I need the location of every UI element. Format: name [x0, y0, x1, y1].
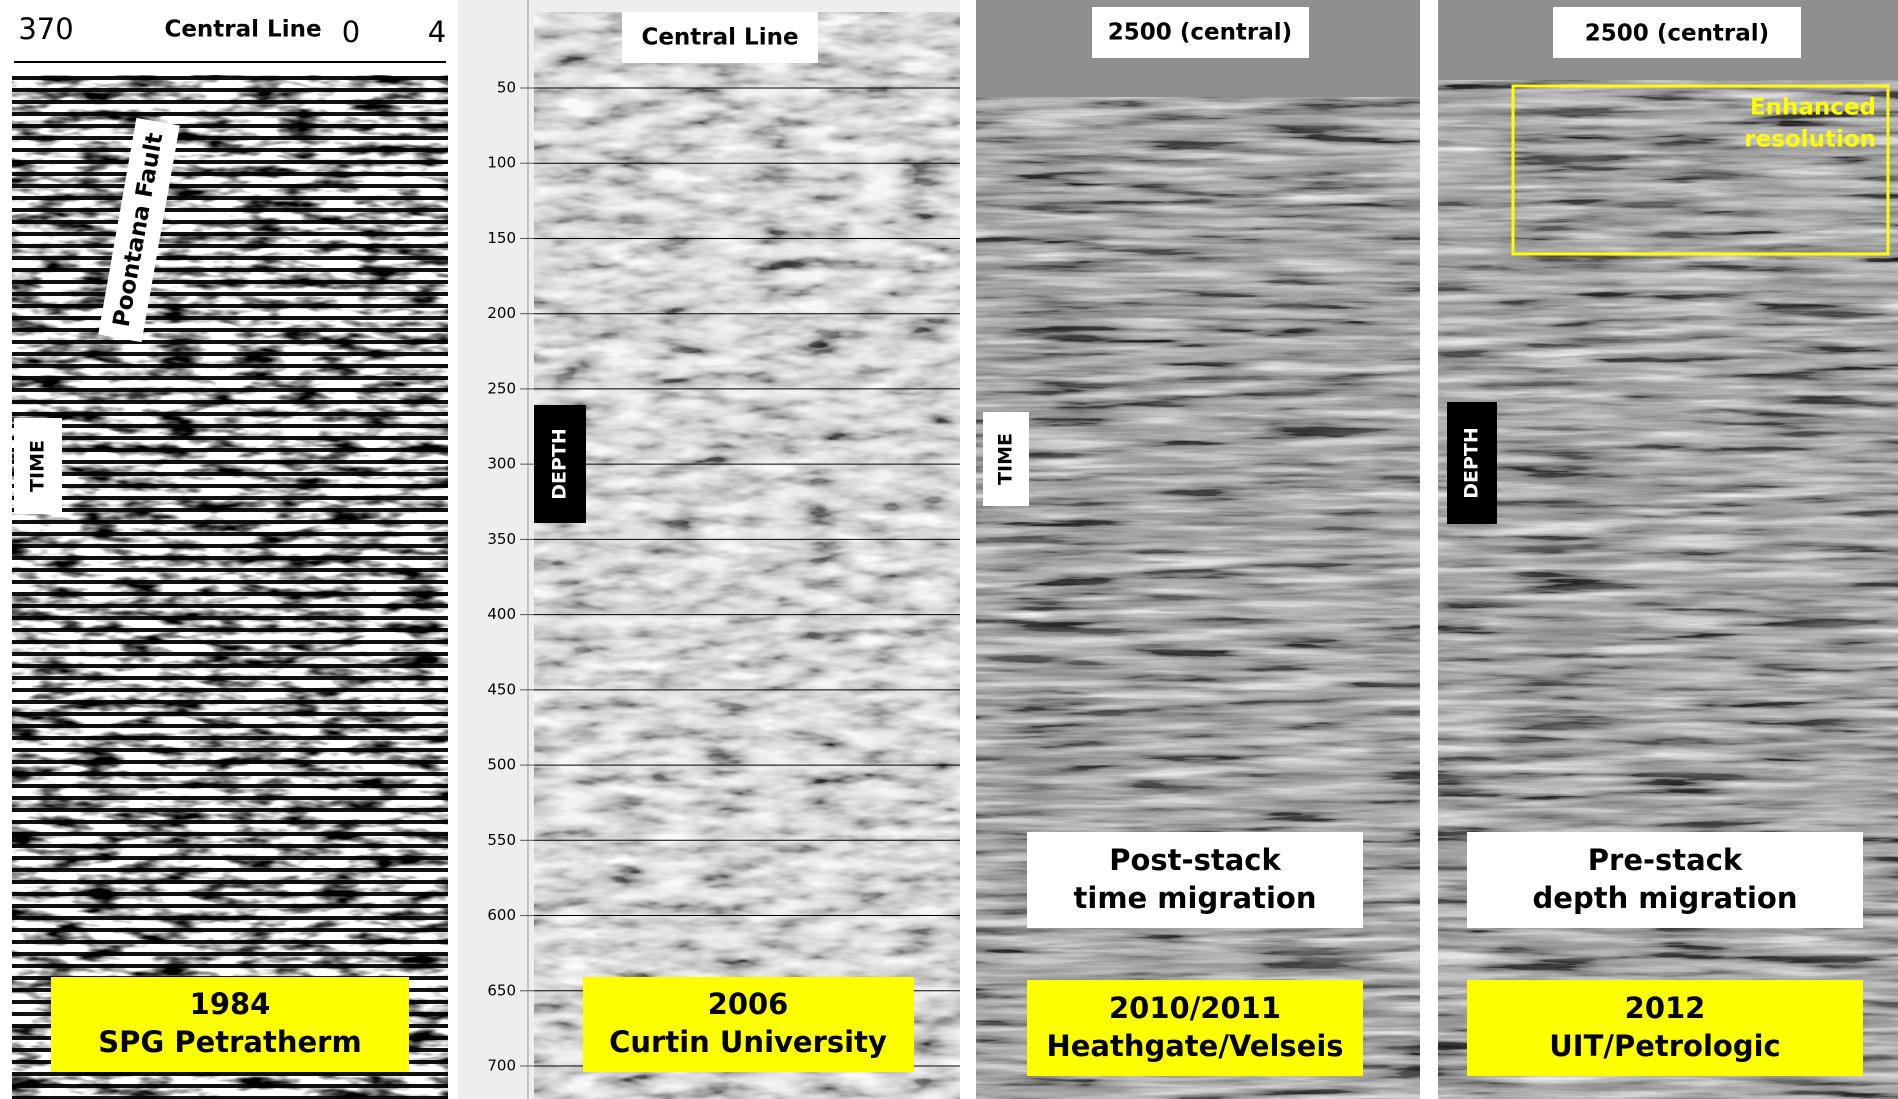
ruler-label: 4 — [428, 15, 446, 49]
highlight-box — [1511, 84, 1890, 256]
tick-label: 200 — [487, 304, 516, 322]
tick-label: 150 — [487, 229, 516, 247]
label-box — [1467, 980, 1863, 1076]
ruler-label: Central Line — [164, 17, 321, 43]
method: Pre-stack — [1588, 843, 1743, 877]
tick-label: 400 — [487, 605, 516, 623]
label-box — [1447, 402, 1497, 524]
label-box — [983, 412, 1029, 506]
tick-label: 300 — [487, 455, 516, 473]
label-box — [1553, 7, 1801, 58]
year: 1984 — [190, 987, 271, 1021]
label-box — [14, 418, 62, 514]
label-box — [622, 12, 818, 63]
label-box — [98, 117, 180, 343]
tick-label: 700 — [487, 1057, 516, 1075]
header: 2500 (central) — [1108, 20, 1292, 46]
method: time migration — [1074, 881, 1317, 915]
label-box — [51, 977, 409, 1072]
seismic-image — [1438, 80, 1898, 1099]
label-box — [1092, 7, 1309, 58]
tick-label: 650 — [487, 981, 516, 999]
source: Heathgate/Velseis — [1046, 1029, 1343, 1063]
label-box — [1027, 980, 1363, 1076]
axis-label: DEPTH — [1461, 427, 1483, 499]
source: SPG Petratherm — [98, 1025, 361, 1059]
label-box — [583, 977, 914, 1072]
label-box — [534, 405, 586, 523]
axis-label: TIME — [995, 433, 1017, 485]
header: 2500 (central) — [1585, 21, 1769, 47]
header: Central Line — [641, 25, 798, 51]
seismic-image — [976, 97, 1420, 1099]
seismic-image — [534, 12, 960, 1099]
source: UIT/Petrologic — [1549, 1029, 1780, 1063]
label-box — [1467, 832, 1863, 928]
year: 2012 — [1625, 991, 1706, 1025]
axis-label: TIME — [27, 440, 49, 492]
year: 2006 — [708, 987, 789, 1021]
tick-label: 100 — [487, 154, 516, 172]
tick-label: 50 — [497, 79, 516, 97]
tick-label: 550 — [487, 831, 516, 849]
method: depth migration — [1533, 881, 1798, 915]
tick-label: 600 — [487, 906, 516, 924]
axis-label: DEPTH — [549, 428, 571, 500]
label-box — [1027, 832, 1363, 928]
tick-label: 350 — [487, 530, 516, 548]
source: Curtin University — [609, 1025, 887, 1059]
tick-label: 450 — [487, 680, 516, 698]
seismic-image — [12, 75, 448, 1099]
highlight-label: Enhanced — [1750, 95, 1876, 121]
ruler-label: 370 — [18, 12, 73, 46]
tick-label: 500 — [487, 756, 516, 774]
highlight-label: resolution — [1744, 127, 1876, 153]
year: 2010/2011 — [1109, 991, 1281, 1025]
ruler-label: 0 — [342, 15, 360, 49]
method: Post-stack — [1109, 843, 1281, 877]
tick-label: 250 — [487, 379, 516, 397]
